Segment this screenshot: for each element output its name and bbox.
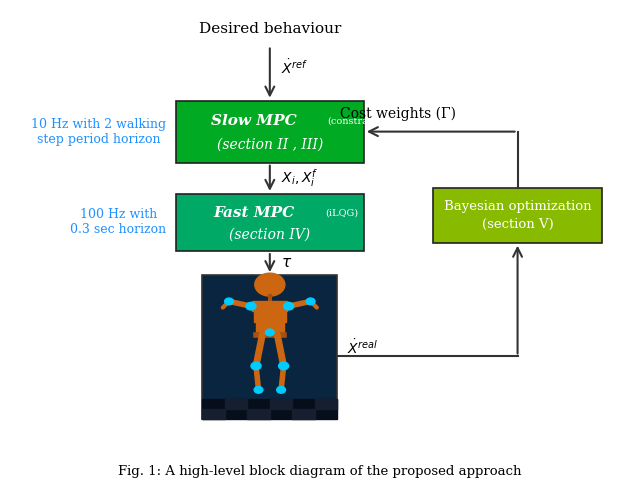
Bar [202,399,337,419]
Bar [202,409,225,419]
Text: $X_i, X_i^f$: $X_i, X_i^f$ [281,167,319,189]
Bar [292,409,315,419]
Circle shape [255,273,285,296]
Text: Fast MPC: Fast MPC [214,206,295,220]
Circle shape [254,386,263,393]
Text: Desired behaviour: Desired behaviour [198,22,341,36]
Circle shape [225,298,234,305]
Text: Bayesian optimization: Bayesian optimization [444,200,591,213]
Bar [247,409,270,419]
FancyBboxPatch shape [433,188,602,243]
Circle shape [266,329,274,336]
Text: 100 Hz with
0.3 sec horizon: 100 Hz with 0.3 sec horizon [70,208,166,237]
FancyBboxPatch shape [202,275,337,419]
Text: (section IV): (section IV) [229,227,310,242]
Text: (section II , III): (section II , III) [217,138,323,152]
Text: Fig. 1: A high-level block diagram of the proposed approach: Fig. 1: A high-level block diagram of th… [118,465,522,478]
Text: (constrained): (constrained) [328,117,394,125]
Circle shape [306,298,315,305]
Circle shape [276,386,285,393]
Circle shape [246,303,256,310]
FancyBboxPatch shape [176,101,364,163]
Bar [252,301,287,311]
Circle shape [284,303,294,310]
Bar [254,311,285,322]
Text: $\dot{X}^{ref}$: $\dot{X}^{ref}$ [281,59,308,78]
Text: (iLQG): (iLQG) [325,208,358,218]
Text: Cost weights (Γ): Cost weights (Γ) [340,107,456,121]
Circle shape [251,362,261,370]
Bar [315,399,337,409]
Text: $\dot{X}^{real}$: $\dot{X}^{real}$ [347,339,378,357]
Text: Slow MPC: Slow MPC [211,114,297,128]
Bar [270,399,292,409]
Text: $\tau$: $\tau$ [281,256,292,270]
Circle shape [278,362,289,370]
Bar [256,322,284,332]
FancyBboxPatch shape [176,194,364,251]
Text: (section V): (section V) [482,218,554,231]
Text: 10 Hz with 2 walking
step period horizon: 10 Hz with 2 walking step period horizon [31,118,166,145]
Bar [225,399,247,409]
